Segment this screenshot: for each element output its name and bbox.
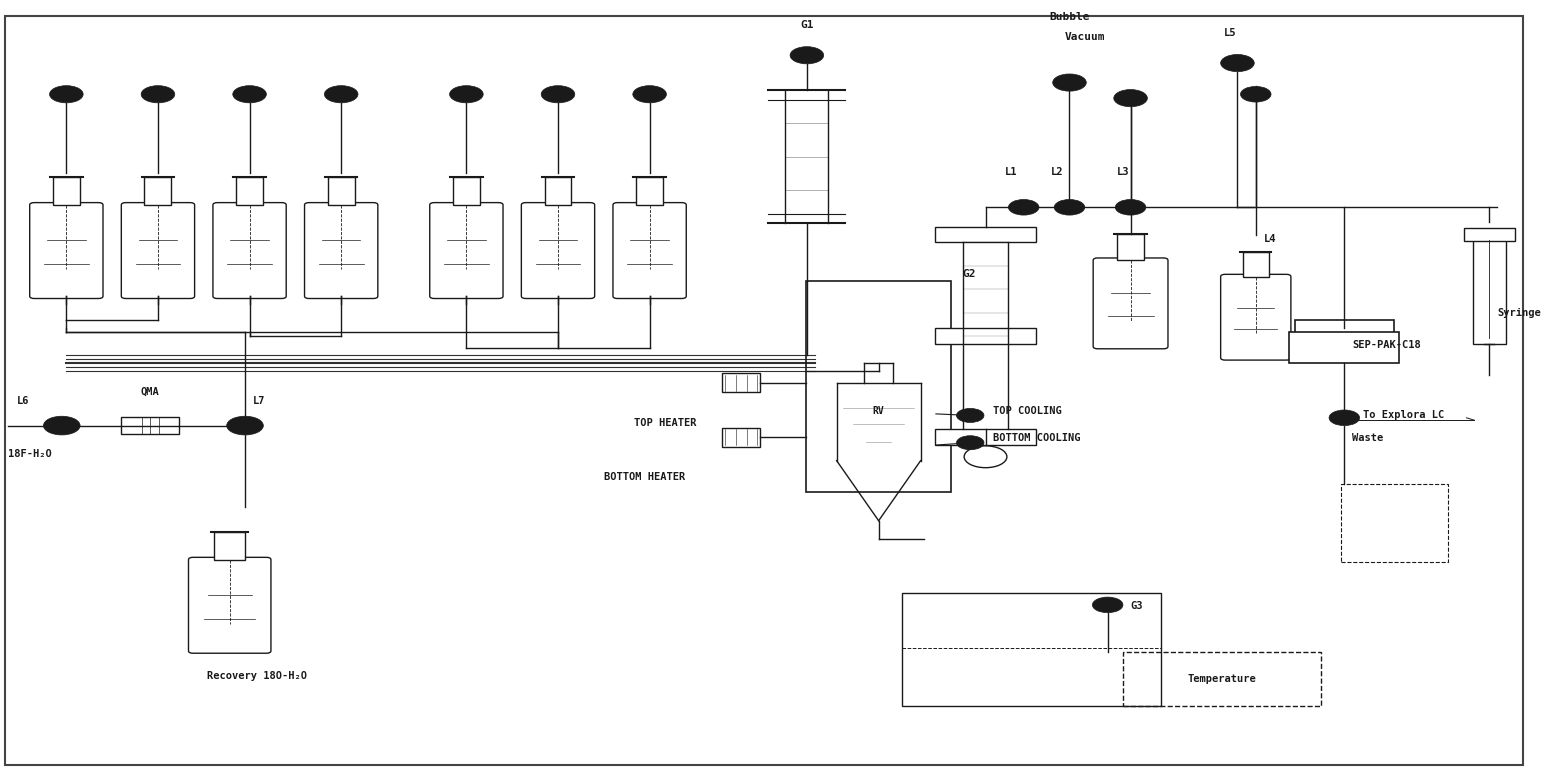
Text: L2: L2 <box>1051 166 1063 177</box>
Bar <box>807 281 950 492</box>
Text: L5: L5 <box>1223 28 1235 37</box>
Text: Temperature: Temperature <box>1187 674 1257 684</box>
Text: L6: L6 <box>17 396 29 406</box>
Text: G2: G2 <box>963 269 977 280</box>
Text: RV: RV <box>873 406 884 416</box>
FancyBboxPatch shape <box>430 202 503 298</box>
Bar <box>214 532 245 560</box>
Bar <box>454 177 480 205</box>
FancyBboxPatch shape <box>29 202 104 298</box>
Bar <box>1243 251 1269 276</box>
Circle shape <box>1093 597 1122 612</box>
Text: BOTTOM COOLING: BOTTOM COOLING <box>994 433 1081 443</box>
Bar <box>328 177 354 205</box>
Circle shape <box>325 86 358 103</box>
Bar <box>144 177 172 205</box>
Text: Syringe: Syringe <box>1497 308 1540 319</box>
Circle shape <box>964 446 1006 468</box>
Text: L7: L7 <box>252 396 265 406</box>
Bar <box>1472 234 1506 344</box>
Circle shape <box>957 436 985 450</box>
Circle shape <box>1240 87 1271 102</box>
Text: G1: G1 <box>800 20 814 30</box>
FancyBboxPatch shape <box>1093 258 1169 349</box>
Circle shape <box>1008 199 1039 215</box>
Circle shape <box>226 416 263 435</box>
Bar <box>121 417 180 434</box>
FancyBboxPatch shape <box>189 558 271 653</box>
Text: G3: G3 <box>1130 601 1142 611</box>
Circle shape <box>449 86 483 103</box>
Circle shape <box>1221 55 1254 72</box>
Text: Bubble: Bubble <box>1050 12 1090 22</box>
Text: SEP-PAK-C18: SEP-PAK-C18 <box>1351 340 1421 350</box>
Bar <box>721 373 760 392</box>
Bar <box>935 328 1036 344</box>
FancyBboxPatch shape <box>214 202 286 298</box>
Text: Recovery 18O-H₂O: Recovery 18O-H₂O <box>207 671 307 681</box>
Circle shape <box>1053 74 1087 91</box>
Text: TOP COOLING: TOP COOLING <box>994 406 1062 416</box>
Bar <box>1464 228 1514 241</box>
Bar <box>901 594 1161 706</box>
Text: 18F-H₂O: 18F-H₂O <box>8 449 53 458</box>
FancyBboxPatch shape <box>522 202 594 298</box>
Text: TOP HEATER: TOP HEATER <box>635 418 697 427</box>
Circle shape <box>1115 199 1146 215</box>
Bar <box>53 177 80 205</box>
Circle shape <box>1054 199 1085 215</box>
Bar <box>1289 332 1399 363</box>
Bar <box>1116 234 1144 260</box>
Bar <box>1122 651 1322 706</box>
Circle shape <box>633 86 666 103</box>
FancyBboxPatch shape <box>613 202 686 298</box>
Bar <box>636 177 663 205</box>
Text: Waste: Waste <box>1351 433 1384 443</box>
Bar <box>1341 484 1447 562</box>
Bar <box>935 430 1036 445</box>
Circle shape <box>43 416 80 435</box>
Circle shape <box>957 408 985 423</box>
Bar <box>545 177 571 205</box>
Circle shape <box>542 86 574 103</box>
Circle shape <box>1330 410 1359 426</box>
Text: L4: L4 <box>1263 234 1276 244</box>
FancyBboxPatch shape <box>1221 274 1291 360</box>
Text: QMA: QMA <box>141 387 159 397</box>
Circle shape <box>1113 90 1147 107</box>
FancyBboxPatch shape <box>121 202 195 298</box>
Circle shape <box>141 86 175 103</box>
Circle shape <box>789 47 824 64</box>
Bar <box>721 428 760 447</box>
Text: L1: L1 <box>1005 166 1017 177</box>
Bar <box>237 177 263 205</box>
Text: L3: L3 <box>1116 166 1128 177</box>
Text: Vacuum: Vacuum <box>1065 32 1105 41</box>
Bar <box>935 226 1036 242</box>
Bar <box>1294 320 1393 336</box>
Circle shape <box>50 86 84 103</box>
FancyBboxPatch shape <box>305 202 378 298</box>
Text: To Explora LC: To Explora LC <box>1362 410 1444 419</box>
Text: BOTTOM HEATER: BOTTOM HEATER <box>604 473 686 482</box>
Circle shape <box>232 86 266 103</box>
